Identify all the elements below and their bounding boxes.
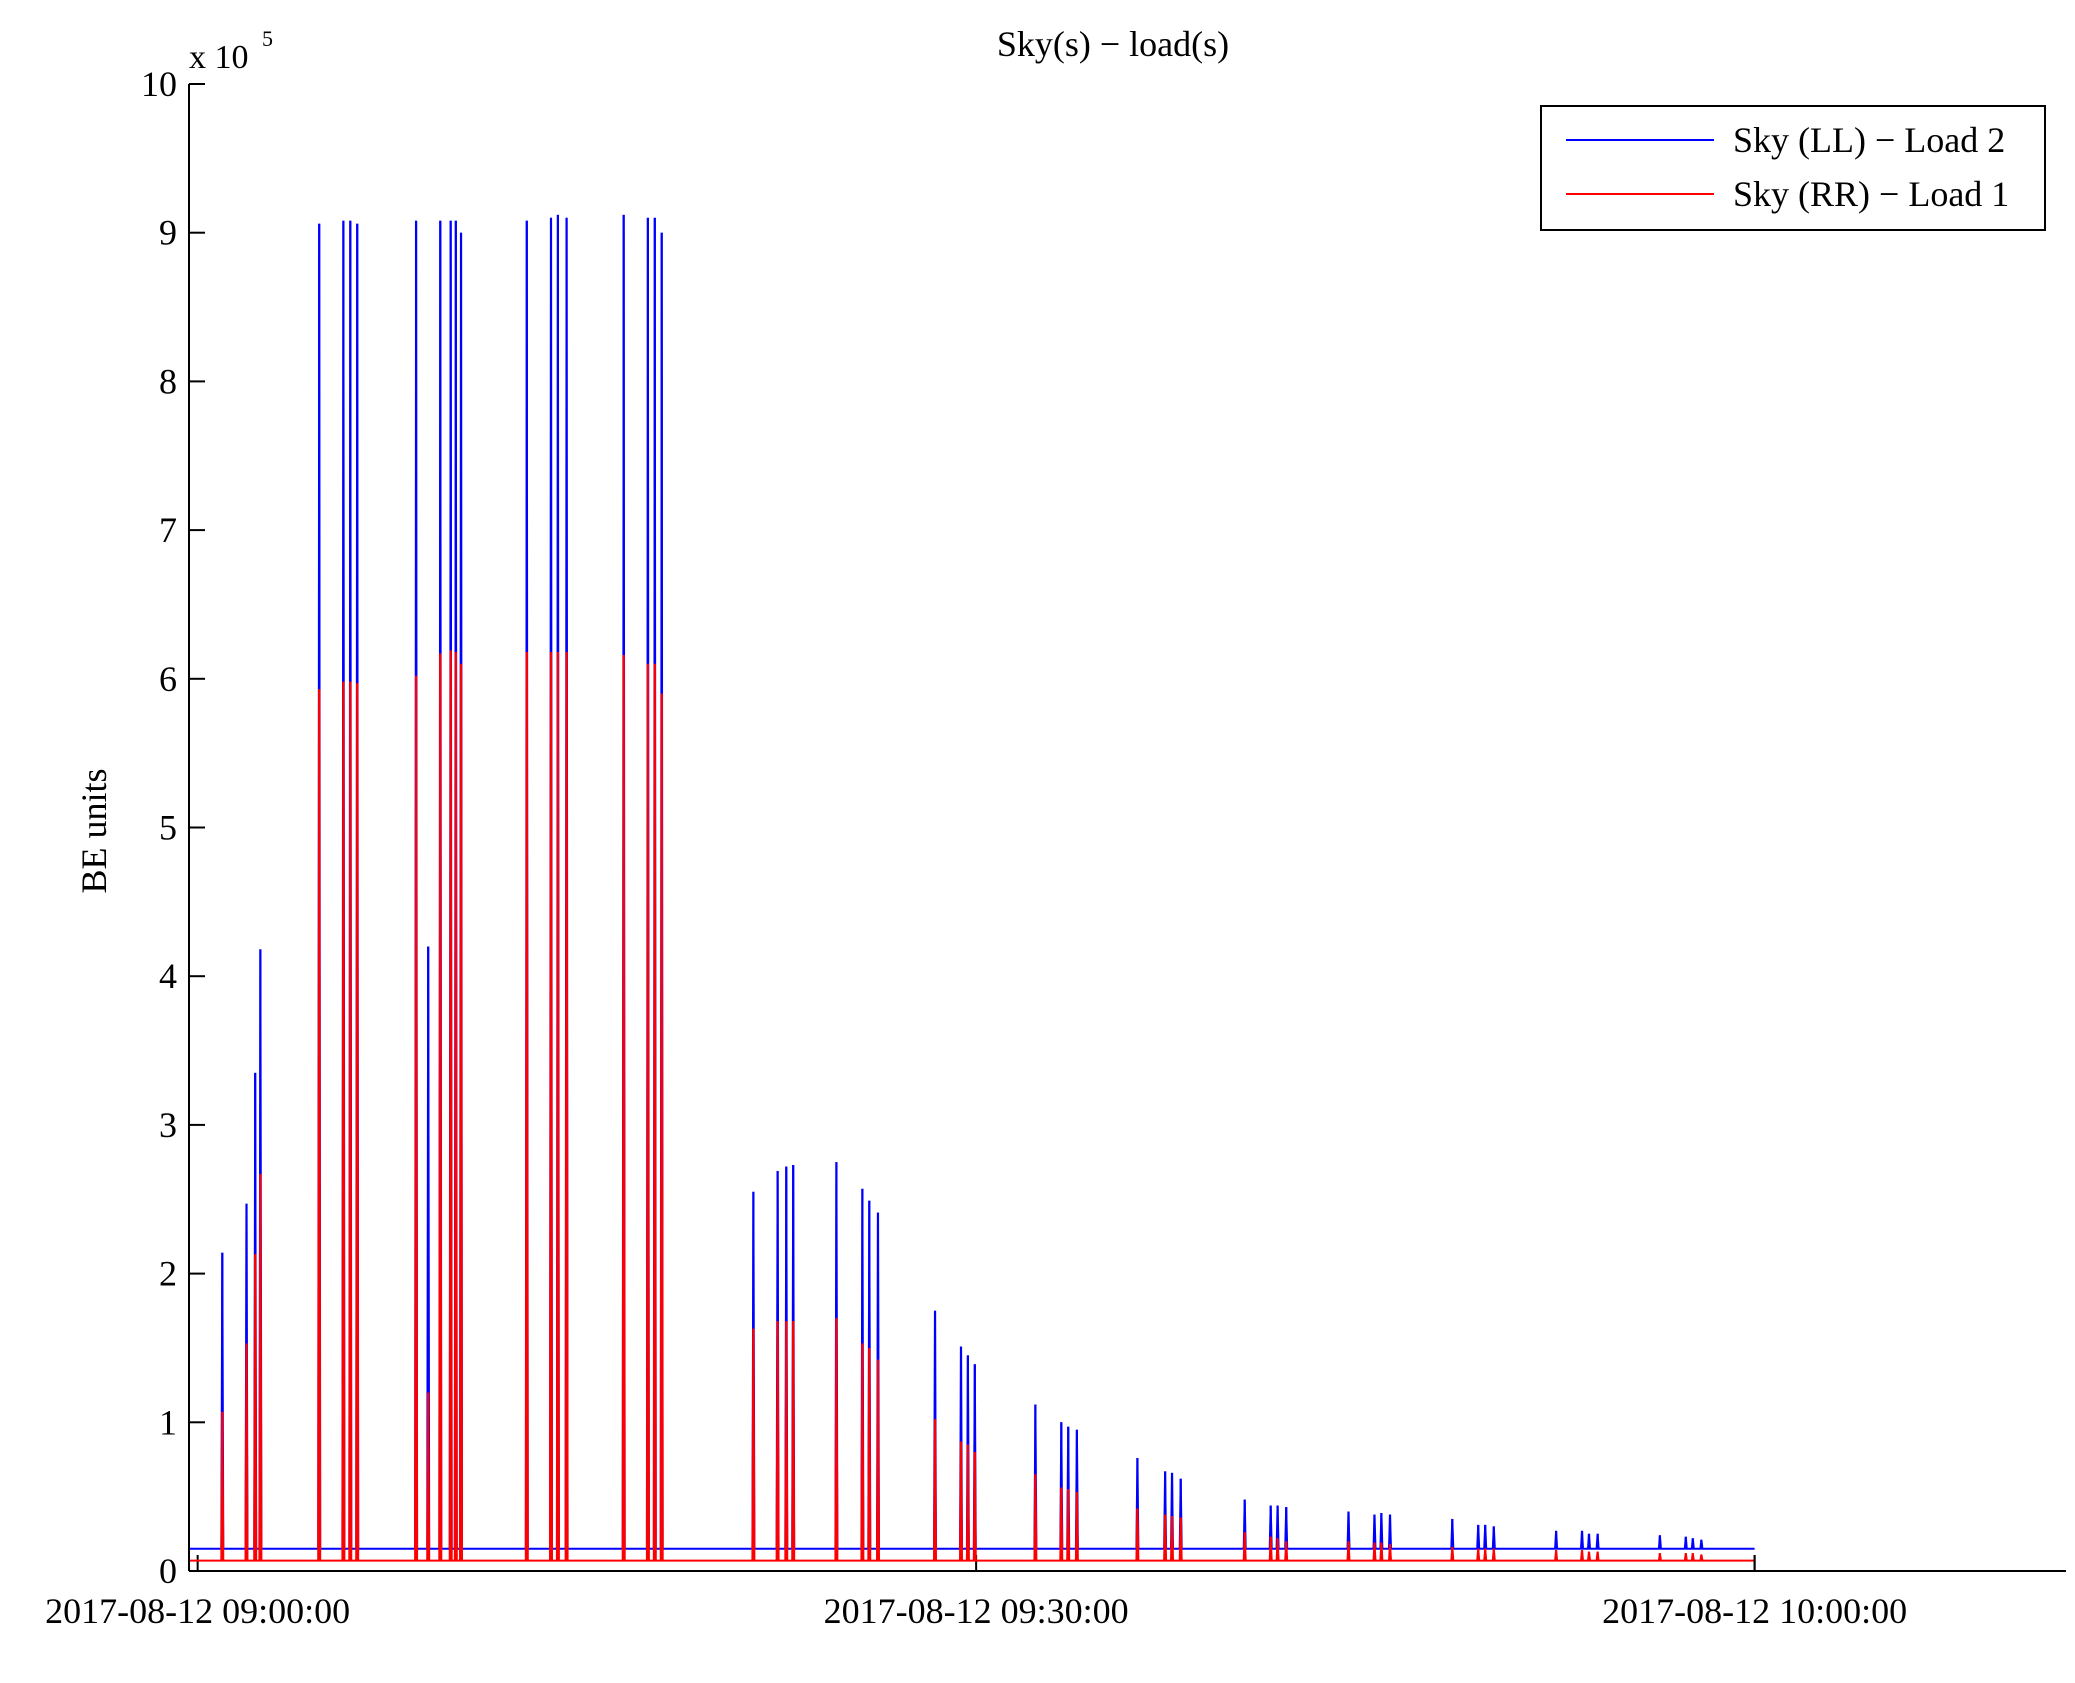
legend-label: Sky (LL) − Load 2 [1733,120,2005,160]
legend: Sky (LL) − Load 2 Sky (RR) − Load 1 [1540,105,2046,231]
x-tick-label: 2017-08-12 09:00:00 [45,1591,350,1631]
y-axis-ticks: 0 1 2 3 4 5 6 7 8 9 10 [141,64,205,1591]
y-tick-label: 2 [159,1254,177,1294]
y-tick-label: 10 [141,64,177,104]
legend-box [1540,105,2046,231]
y-tick-label: 9 [159,213,177,253]
y-tick-label: 7 [159,510,177,550]
legend-label: Sky (RR) − Load 1 [1733,174,2009,214]
y-axis-scale-label: x 10 5 [189,26,273,76]
y-tick-label: 8 [159,361,177,401]
x-tick-label: 2017-08-12 09:30:00 [824,1591,1129,1631]
y-tick-label: 6 [159,659,177,699]
y-axis-scale-exponent: 5 [262,26,273,51]
y-tick-label: 4 [159,956,177,996]
x-axis-ticks: 2017-08-12 09:00:00 2017-08-12 09:30:00 20… [45,1555,1907,1631]
y-axis-label: BE units [74,768,114,893]
y-tick-label: 1 [159,1402,177,1442]
y-tick-label: 0 [159,1551,177,1591]
plot-area [189,214,1756,1571]
chart-title: Sky(s) − load(s) [997,24,1229,64]
y-axis-scale-base: x 10 [189,39,249,76]
x-tick-label: 2017-08-12 10:00:00 [1602,1591,1907,1631]
y-tick-label: 3 [159,1105,177,1145]
y-tick-label: 5 [159,808,177,848]
